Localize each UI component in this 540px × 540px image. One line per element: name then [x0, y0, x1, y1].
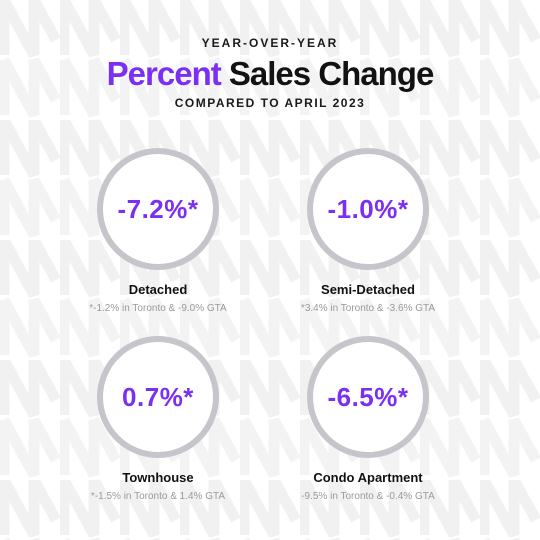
stat-note: *-1.5% in Toronto & 1.4% GTA — [90, 491, 226, 502]
title-rest: Sales Change — [220, 55, 434, 92]
stat-value: -6.5%* — [327, 381, 409, 412]
stat-value: -7.2%* — [117, 193, 199, 224]
eyebrow-text: YEAR-OVER-YEAR — [201, 36, 339, 50]
stat-townhouse: 0.7%* Townhouse *-1.5% in Toronto & 1.4%… — [58, 336, 258, 502]
subtitle: COMPARED TO APRIL 2023 — [174, 96, 366, 110]
stat-ring: -1.0%* — [307, 148, 429, 270]
stat-ring: -7.2%* — [97, 148, 219, 270]
title-accent: Percent — [106, 55, 222, 92]
stat-label: Townhouse — [122, 470, 194, 485]
stat-ring: 0.7%* — [97, 336, 219, 458]
stat-value: 0.7%* — [122, 381, 194, 412]
stat-ring: -6.5%* — [307, 336, 429, 458]
stat-value: -1.0%* — [327, 193, 409, 224]
stat-label: Semi-Detached — [321, 282, 415, 297]
stat-note: *-1.2% in Toronto & -9.0% GTA — [89, 303, 227, 314]
page-title: Percent Sales Change — [0, 54, 540, 94]
stat-label: Condo Apartment — [313, 470, 423, 485]
stat-semi-detached: -1.0%* Semi-Detached *3.4% in Toronto & … — [268, 148, 468, 314]
stat-label: Detached — [128, 282, 188, 297]
stat-note: -9.5% in Toronto & -0.4% GTA — [301, 491, 435, 502]
stat-note: *3.4% in Toronto & -3.6% GTA — [300, 303, 436, 314]
stat-detached: -7.2%* Detached *-1.2% in Toronto & -9.0… — [58, 148, 258, 314]
stat-condo-apartment: -6.5%* Condo Apartment -9.5% in Toronto … — [268, 336, 468, 502]
